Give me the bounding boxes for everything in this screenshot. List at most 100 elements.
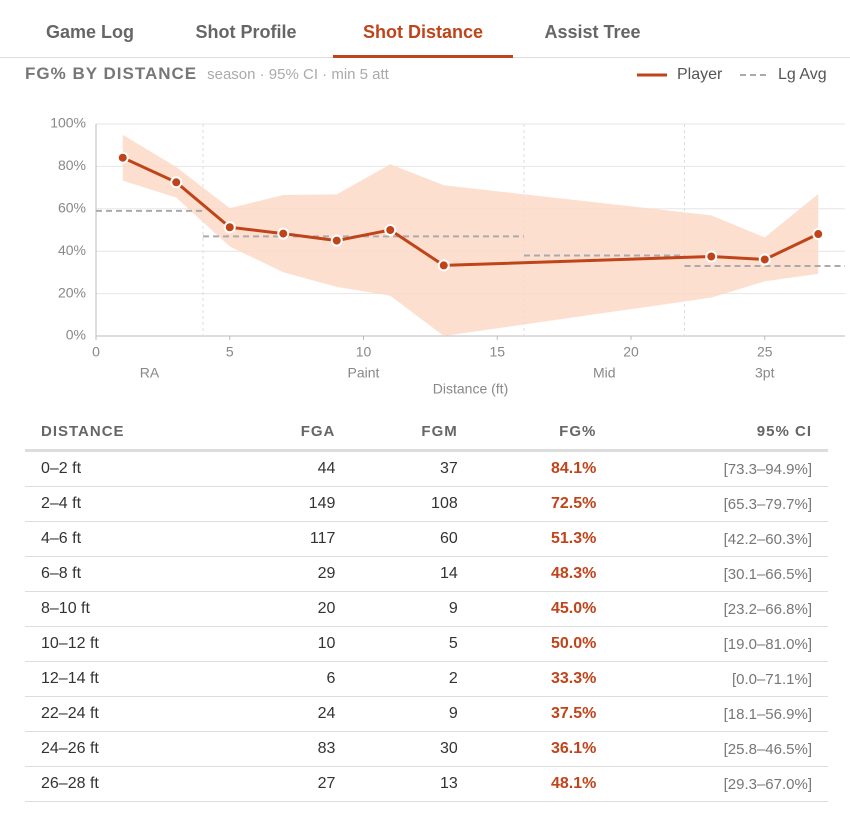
- legend-label: Player: [677, 66, 723, 83]
- table-cell: 30: [351, 731, 474, 767]
- table-row: 12–14 ft 6 2 33.3% [0.0–71.1%]: [25, 661, 828, 697]
- table-cell: [29.3–67.0%]: [612, 766, 828, 802]
- table-cell: [65.3–79.7%]: [612, 486, 828, 522]
- table-cell: 13: [351, 766, 474, 802]
- player-point: [170, 176, 183, 189]
- table-row: 24–26 ft 83 30 36.1% [25.8–46.5%]: [25, 731, 828, 767]
- table-cell: 108: [351, 486, 474, 522]
- x-axis-label: Distance (ft): [433, 381, 508, 397]
- table-cell: 22–24 ft: [25, 696, 232, 732]
- table-cell: 10–12 ft: [25, 626, 232, 662]
- tab[interactable]: Shot Distance: [333, 0, 513, 58]
- table-row: 0–2 ft 44 37 84.1% [73.3–94.9%]: [25, 450, 828, 487]
- column-header: FGA: [231, 413, 352, 452]
- table-cell: 6: [231, 661, 352, 697]
- table-cell: 24–26 ft: [25, 731, 232, 767]
- x-tick-label: 10: [356, 344, 372, 360]
- y-tick-label: 60%: [58, 200, 86, 216]
- x-tick-label: 5: [226, 344, 234, 360]
- table-cell: 48.3%: [473, 556, 613, 592]
- table-row: 2–4 ft 149 108 72.5% [65.3–79.7%]: [25, 486, 828, 522]
- player-point: [223, 221, 236, 234]
- zone-label: Paint: [348, 365, 380, 381]
- table-cell: 149: [231, 486, 352, 522]
- table-cell: 37: [351, 450, 474, 487]
- table-row: 22–24 ft 24 9 37.5% [18.1–56.9%]: [25, 696, 828, 732]
- y-tick-label: 40%: [58, 242, 86, 258]
- player-point: [758, 253, 771, 266]
- table-cell: [18.1–56.9%]: [612, 696, 828, 732]
- chart-subtitle: season · 95% CI · min 5 att: [207, 66, 389, 83]
- table-cell: 5: [351, 626, 474, 662]
- table-row: 26–28 ft 27 13 48.1% [29.3–67.0%]: [25, 766, 828, 802]
- table-cell: 26–28 ft: [25, 766, 232, 802]
- table-cell: 20: [231, 591, 352, 627]
- table-row: 10–12 ft 10 5 50.0% [19.0–81.0%]: [25, 626, 828, 662]
- table-cell: [42.2–60.3%]: [612, 521, 828, 557]
- tab[interactable]: Game Log: [45, 22, 134, 42]
- table-row: 6–8 ft 29 14 48.3% [30.1–66.5%]: [25, 556, 828, 592]
- table-cell: 2–4 ft: [25, 486, 232, 522]
- column-header: FGM: [351, 413, 474, 452]
- tab-bar: Game Log Shot Profile Shot Distance Assist …: [0, 0, 850, 58]
- tab[interactable]: Assist Tree: [544, 22, 641, 42]
- table-cell: 6–8 ft: [25, 556, 232, 592]
- table-cell: 24: [231, 696, 352, 732]
- player-point: [384, 224, 397, 236]
- ci-band: [122, 134, 819, 336]
- chart: 0% 20% 40% 60% 80% 100% 0 5 10 15 20 25 Distance (ft…: [50, 66, 845, 397]
- table-cell: 10: [231, 626, 352, 662]
- player-point: [812, 228, 825, 241]
- table-cell: 44: [231, 450, 352, 487]
- y-tick-label: 0%: [66, 327, 86, 343]
- table-cell: 9: [351, 591, 474, 627]
- table-cell: 117: [231, 521, 352, 557]
- player-point: [437, 259, 450, 272]
- player-point: [705, 250, 718, 263]
- table-cell: 51.3%: [473, 521, 613, 557]
- player-point: [330, 234, 343, 247]
- x-tick-label: 0: [92, 344, 100, 360]
- table-cell: [19.0–81.0%]: [612, 626, 828, 662]
- y-tick-label: 20%: [58, 284, 86, 300]
- chart-title: FG% BY DISTANCE: [25, 64, 198, 83]
- table-cell: [30.1–66.5%]: [612, 556, 828, 592]
- table-cell: 9: [351, 696, 474, 732]
- zone-label: RA: [140, 365, 160, 381]
- x-tick-label: 15: [489, 344, 505, 360]
- table-cell: [23.2–66.8%]: [612, 591, 828, 627]
- table-cell: 8–10 ft: [25, 591, 232, 627]
- chart-header: FG% BY DISTANCE season · 95% CI · min 5 a…: [25, 64, 830, 88]
- header-row: DISTANCE FGA FGM FG% 95% CI: [25, 413, 828, 452]
- table-cell: 72.5%: [473, 486, 613, 522]
- table-cell: 84.1%: [473, 450, 613, 487]
- table-cell: 45.0%: [473, 591, 613, 627]
- player-line: [122, 156, 819, 267]
- table-cell: 29: [231, 556, 352, 592]
- tab[interactable]: Shot Profile: [195, 22, 297, 42]
- x-tick-label: 20: [623, 344, 639, 360]
- y-tick-label: 80%: [58, 157, 86, 173]
- table-cell: 14: [351, 556, 474, 592]
- table-cell: 50.0%: [473, 626, 613, 662]
- table-cell: 36.1%: [473, 731, 613, 767]
- zone-label: Mid: [593, 365, 616, 381]
- zone-label: 3pt: [755, 365, 775, 381]
- x-tick-label: 25: [757, 344, 773, 360]
- y-tick-label: 100%: [50, 115, 86, 131]
- table-cell: 33.3%: [473, 661, 613, 697]
- table-cell: [0.0–71.1%]: [612, 661, 828, 697]
- table-cell: 60: [351, 521, 474, 557]
- table-cell: 48.1%: [473, 766, 613, 802]
- player-point: [116, 151, 129, 164]
- data-table: DISTANCE FGA FGM FG% 95% CI 0–2 ft 44 37 84.1% [7…: [25, 413, 828, 802]
- legend-label: Lg Avg: [778, 66, 827, 83]
- column-header: 95% CI: [612, 413, 828, 452]
- table-cell: 12–14 ft: [25, 661, 232, 697]
- table-cell: [25.8–46.5%]: [612, 731, 828, 767]
- table-cell: 37.5%: [473, 696, 613, 732]
- column-header: DISTANCE: [25, 413, 232, 452]
- table-cell: 4–6 ft: [25, 521, 232, 557]
- table-row: 8–10 ft 20 9 45.0% [23.2–66.8%]: [25, 591, 828, 627]
- player-point: [277, 227, 290, 240]
